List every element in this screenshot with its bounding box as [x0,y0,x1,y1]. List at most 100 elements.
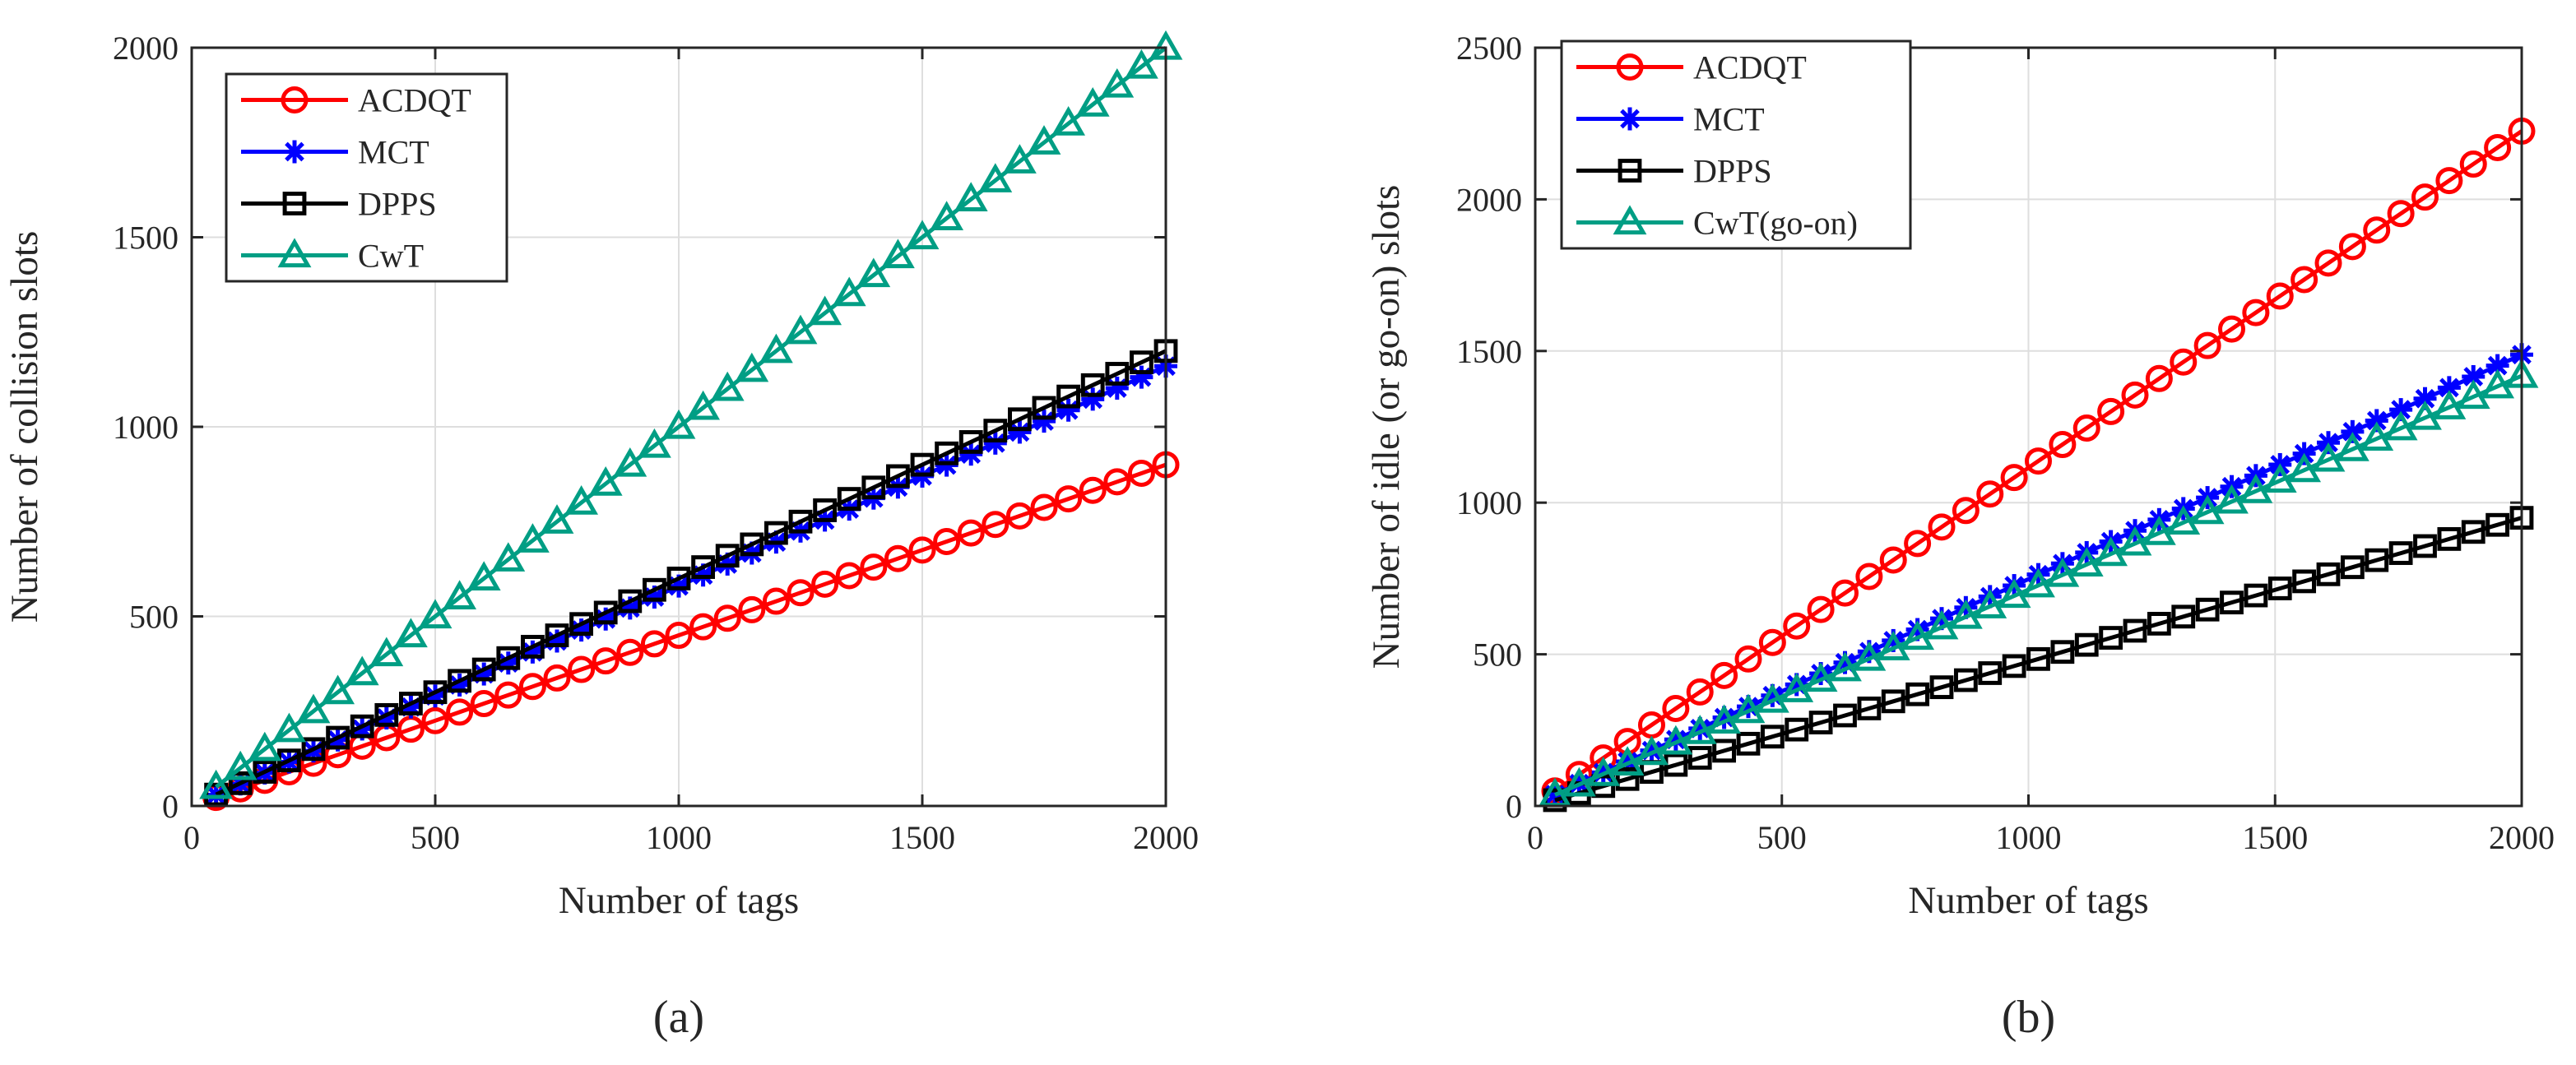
data-point [1807,595,1835,623]
data-point [296,693,331,724]
x-tick-label: 1000 [646,819,712,856]
data-point [2411,183,2439,211]
data-point [2118,526,2152,556]
data-point [1997,578,2031,609]
data-point [1707,704,1742,734]
data-point [540,504,574,534]
data-point [2383,410,2418,441]
y-tick-label: 1000 [113,409,179,446]
data-point [618,589,643,614]
data-point [466,561,501,590]
data-point [1852,641,1887,671]
legend-label: ACDQT [1693,49,1807,86]
data-point [2002,654,2026,678]
chart-b: 0 500 1000 1500 2000 0 500 1000 1500 2000 2500 Numb… [1365,30,2555,1043]
y-tick-label: 1500 [1456,333,1522,370]
data-point [738,595,766,623]
data-point [421,706,449,734]
y-tick-label: 2500 [1456,30,1522,67]
data-point [2142,516,2176,545]
data-point [564,485,599,515]
data-point [1008,407,1032,432]
data-point [1080,373,1105,397]
data-point [637,428,671,458]
data-point [2408,400,2442,430]
data-point [2456,379,2490,410]
data-point [983,419,1008,443]
data-point [910,452,935,477]
legend-entry: MCT [241,134,429,171]
data-point [2069,547,2104,576]
series-cwt-go-on- [1538,358,2539,808]
data-point [884,544,912,572]
y-tick-label: 2000 [113,30,179,67]
data-point [2266,282,2294,310]
data-point [2485,512,2510,537]
data-point [1857,697,1882,720]
data-point [491,542,526,572]
data-point [1051,106,1086,136]
data-point [545,623,569,647]
data-point [762,587,790,615]
data-point [1591,774,1616,799]
data-point [2481,368,2515,399]
data-point [2459,150,2487,178]
data-point [689,613,717,641]
data-point [715,544,740,568]
data-point [959,442,983,466]
data-point [1876,631,1910,660]
data-point [1005,502,1033,530]
data-point [1952,497,1980,525]
data-point [1635,735,1669,766]
data-point [2341,419,2365,443]
data-point [713,604,741,632]
data-point [787,579,815,607]
data-point [2462,364,2485,388]
data-point [321,674,355,705]
data-point [521,634,545,659]
data-point [2024,447,2052,475]
data-point [666,567,691,590]
data-point [2193,331,2221,359]
data-point [369,637,404,667]
data-point [446,698,474,726]
data-point [448,669,472,693]
data-point [2123,618,2147,643]
data-point [665,622,693,650]
data-point [1079,476,1107,504]
data-point [661,409,696,439]
data-point [2000,464,2028,492]
data-point [935,441,958,465]
data-point [783,314,818,345]
data-point [1785,717,1809,742]
data-point [1953,668,1978,692]
data-point [2461,520,2485,544]
y-tick-label: 1500 [113,220,179,257]
data-point [1929,675,1954,700]
data-point [1755,683,1789,713]
y-tick-label: 0 [1506,788,1522,825]
data-point [2220,590,2244,615]
data-point [418,599,453,629]
data-point [667,574,690,598]
data-point [1901,620,1935,651]
legend-entry: ACDQT [1576,49,1807,86]
data-point [2171,604,2196,629]
data-point [1124,49,1158,79]
x-tick-label: 1500 [2242,819,2308,856]
data-point [691,555,716,579]
data-point [1100,67,1135,98]
legend-box [225,72,508,283]
data-point [957,519,985,547]
data-point [1683,715,1717,744]
panel-label: (b) [2002,992,2055,1043]
data-point [1783,612,1811,640]
series-line [215,349,1167,797]
legend-label: DPPS [1693,153,1772,190]
series-cwt [199,30,1183,799]
data-point [2072,414,2100,442]
y-axis-label: Number of collision slots [3,231,46,623]
data-point [1032,396,1056,420]
data-point [1855,563,1883,590]
data-point [350,714,374,739]
